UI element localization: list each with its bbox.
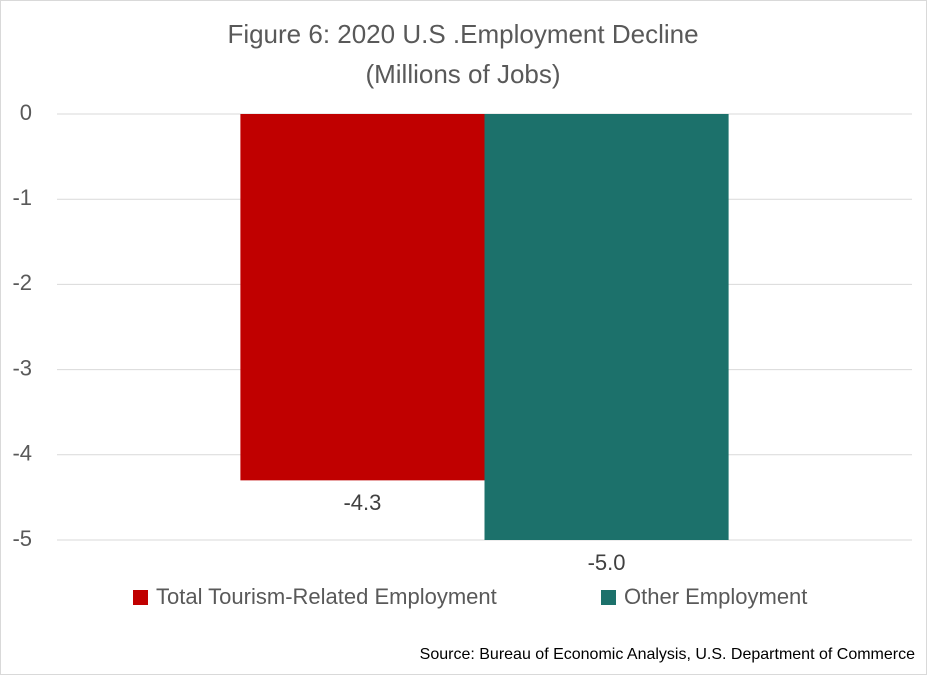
chart-title: Figure 6: 2020 U.S .Employment Decline (227, 19, 698, 49)
y-tick-label: -5 (12, 526, 32, 551)
y-tick-label: -4 (12, 441, 32, 466)
legend-swatch (133, 590, 148, 605)
y-tick-label: -2 (12, 270, 32, 295)
source-note: Source: Bureau of Economic Analysis, U.S… (420, 646, 915, 663)
y-tick-label: 0 (20, 100, 32, 125)
legend-label: Other Employment (624, 584, 807, 609)
legend-label: Total Tourism-Related Employment (156, 584, 497, 609)
y-tick-label: -3 (12, 355, 32, 380)
y-tick-label: -1 (12, 185, 32, 210)
bar (484, 114, 729, 540)
chart-subtitle: (Millions of Jobs) (365, 59, 560, 89)
data-label: -5.0 (588, 550, 626, 575)
bar (240, 114, 485, 481)
data-label: -4.3 (343, 490, 381, 515)
legend-swatch (601, 590, 616, 605)
